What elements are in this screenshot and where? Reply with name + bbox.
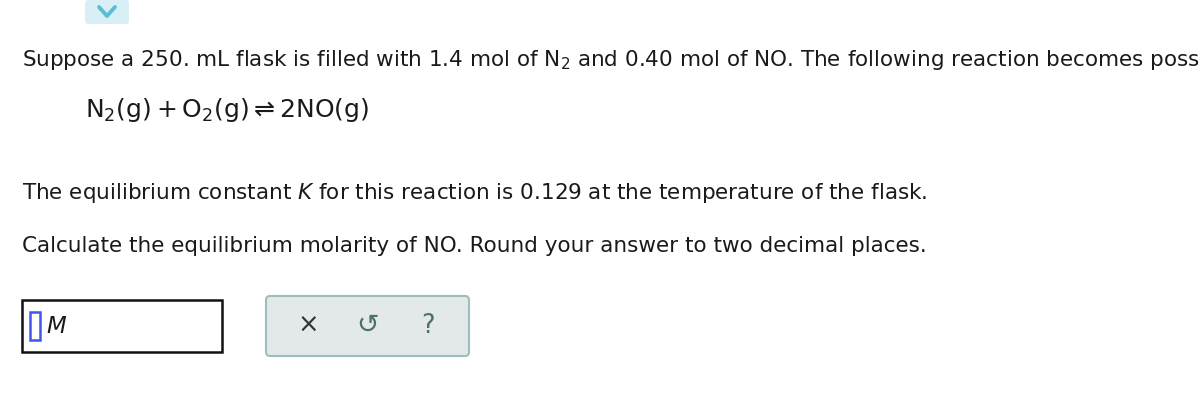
FancyBboxPatch shape — [266, 296, 469, 356]
Text: ?: ? — [421, 313, 434, 339]
Text: ↺: ↺ — [356, 313, 379, 339]
Text: $\mathrm{N_2(g)+O_2(g)\rightleftharpoons 2NO(g)}$: $\mathrm{N_2(g)+O_2(g)\rightleftharpoons… — [85, 96, 370, 124]
Text: ×: × — [298, 313, 319, 339]
Text: Suppose a 250. mL flask is filled with 1.4 mol of $\mathrm{N_2}$ and 0.40 mol of: Suppose a 250. mL flask is filled with 1… — [22, 48, 1200, 72]
FancyBboxPatch shape — [85, 0, 130, 24]
Text: The equilibrium constant $K$ for this reaction is 0.129 at the temperature of th: The equilibrium constant $K$ for this re… — [22, 181, 928, 205]
Text: Calculate the equilibrium molarity of NO. Round your answer to two decimal place: Calculate the equilibrium molarity of NO… — [22, 236, 926, 256]
FancyBboxPatch shape — [22, 300, 222, 352]
Text: $M$: $M$ — [46, 314, 67, 337]
